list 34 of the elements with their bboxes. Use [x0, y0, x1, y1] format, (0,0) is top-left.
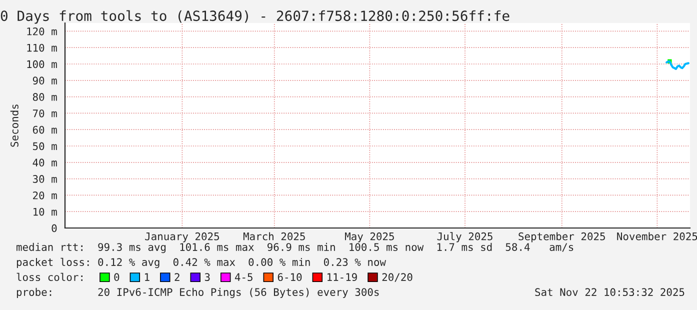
- y-tick-label: 20 m: [33, 191, 57, 200]
- legend-label: 20/20: [382, 273, 412, 282]
- legend-label: 0: [114, 273, 120, 282]
- y-tick-label: 60 m: [32, 126, 57, 134]
- y-tick-label: 120 m: [27, 27, 57, 36]
- y-tick-label: 50 m: [33, 142, 57, 150]
- y-tick-label: 100 m: [27, 60, 57, 68]
- legend-title: loss color:: [16, 272, 82, 282]
- y-tick-label: 80 m: [32, 93, 57, 101]
- legend-label: 1: [145, 273, 150, 281]
- y-tick-label: 110 m: [27, 44, 57, 52]
- legend-label: 4-5: [234, 273, 252, 282]
- x-tick-label: March 2025: [243, 232, 305, 240]
- text: probe: 20 IPv6-ICMP Echo Pings (56 Bytes) every 300s: [16, 288, 379, 298]
- y-tick-label: 90 m: [32, 76, 57, 85]
- y-tick-label: 70 m: [32, 109, 57, 118]
- x-tick-label: July 2025: [437, 232, 492, 242]
- x-tick-label: May 2025: [345, 232, 394, 242]
- x-tick-label: January 2025: [145, 232, 219, 242]
- y-tick-label: 10 m: [34, 208, 57, 216]
- y-axis-title: Seconds: [10, 104, 18, 147]
- x-tick-label: September 2025: [518, 232, 605, 242]
- legend-label: 6-10: [278, 273, 302, 282]
- legend-label: 2: [174, 273, 180, 281]
- chart-title: 0 Days from tools to (AS13649) - 2607:f758:1280:0:250:56ff:fe: [0, 10, 510, 24]
- legend-label: 11-19: [328, 273, 357, 282]
- y-tick-label: 40 m: [32, 158, 57, 167]
- text: median rtt: 99.3 ms avg 101.6 ms max 96.9 ms min 100.5 ms now 1.7 ms sd 58.4 am/s: [16, 242, 574, 254]
- text: packet loss: 0.12 % avg 0.42 % max 0.00 % min 0.23 % now: [16, 258, 386, 268]
- text: Sat Nov 22 10:53:32 2025: [535, 288, 684, 296]
- x-tick-label: November 2025: [617, 232, 697, 240]
- legend-label: 3: [204, 273, 210, 282]
- y-tick-label: 30 m: [32, 175, 57, 183]
- y-tick-label: 0: [52, 224, 57, 232]
